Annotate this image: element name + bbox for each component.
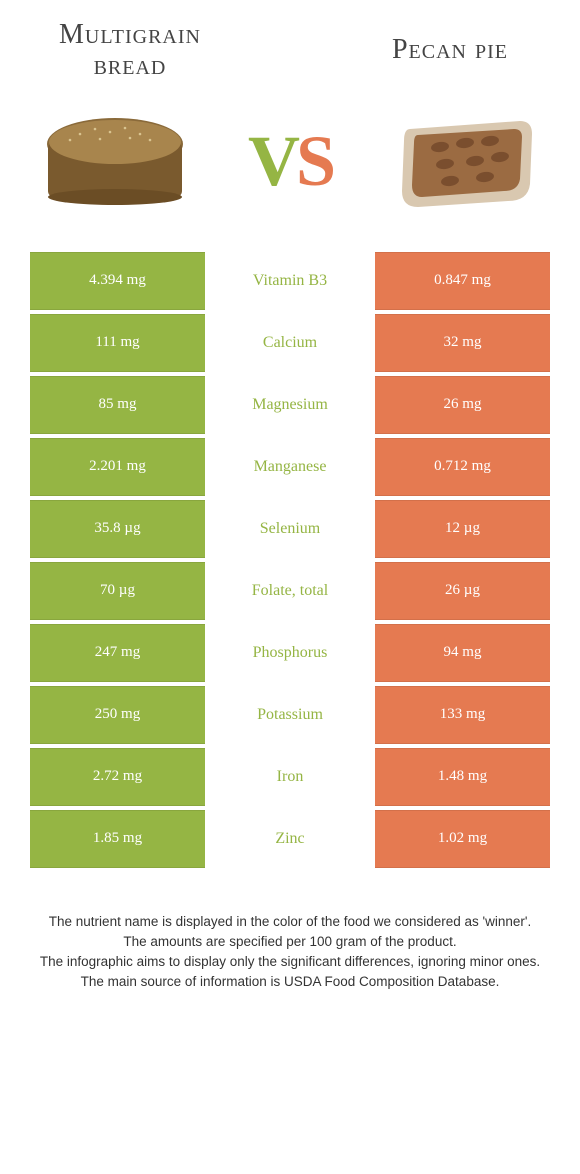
nutrient-name: Folate, total xyxy=(205,562,375,620)
left-value: 2.72 mg xyxy=(30,748,205,806)
right-value: 32 mg xyxy=(375,314,550,372)
table-row: 4.394 mgVitamin B30.847 mg xyxy=(30,252,550,310)
right-value: 12 µg xyxy=(375,500,550,558)
footer-line-1: The nutrient name is displayed in the co… xyxy=(30,912,550,932)
right-food-title: Pecan pie xyxy=(350,35,550,66)
left-value: 35.8 µg xyxy=(30,500,205,558)
left-food-title: Multigrain bread xyxy=(30,20,230,82)
bread-image xyxy=(30,102,200,222)
right-value: 1.02 mg xyxy=(375,810,550,868)
left-value: 111 mg xyxy=(30,314,205,372)
left-value: 247 mg xyxy=(30,624,205,682)
pie-image xyxy=(380,102,550,222)
footer-notes: The nutrient name is displayed in the co… xyxy=(0,872,580,993)
table-row: 111 mgCalcium32 mg xyxy=(30,314,550,372)
nutrient-name: Magnesium xyxy=(205,376,375,434)
vs-label: VS xyxy=(248,120,332,203)
right-value: 0.712 mg xyxy=(375,438,550,496)
right-value: 26 mg xyxy=(375,376,550,434)
left-value: 2.201 mg xyxy=(30,438,205,496)
right-value: 133 mg xyxy=(375,686,550,744)
right-value: 1.48 mg xyxy=(375,748,550,806)
left-value: 250 mg xyxy=(30,686,205,744)
right-value: 0.847 mg xyxy=(375,252,550,310)
left-value: 85 mg xyxy=(30,376,205,434)
footer-line-2: The amounts are specified per 100 gram o… xyxy=(30,932,550,952)
table-row: 2.201 mgManganese0.712 mg xyxy=(30,438,550,496)
table-row: 1.85 mgZinc1.02 mg xyxy=(30,810,550,868)
table-row: 247 mgPhosphorus94 mg xyxy=(30,624,550,682)
right-value: 26 µg xyxy=(375,562,550,620)
left-value: 70 µg xyxy=(30,562,205,620)
header: Multigrain bread Pecan pie xyxy=(0,0,580,92)
left-title-line1: Multigrain xyxy=(30,20,230,51)
nutrient-name: Phosphorus xyxy=(205,624,375,682)
footer-line-4: The main source of information is USDA F… xyxy=(30,972,550,992)
table-row: 35.8 µgSelenium12 µg xyxy=(30,500,550,558)
pecan-pie-icon xyxy=(390,109,540,214)
table-row: 70 µgFolate, total26 µg xyxy=(30,562,550,620)
nutrient-name: Zinc xyxy=(205,810,375,868)
comparison-table: 4.394 mgVitamin B30.847 mg111 mgCalcium3… xyxy=(0,252,580,868)
table-row: 85 mgMagnesium26 mg xyxy=(30,376,550,434)
vs-s: S xyxy=(296,121,332,201)
nutrient-name: Vitamin B3 xyxy=(205,252,375,310)
table-row: 250 mgPotassium133 mg xyxy=(30,686,550,744)
left-value: 1.85 mg xyxy=(30,810,205,868)
table-row: 2.72 mgIron1.48 mg xyxy=(30,748,550,806)
nutrient-name: Manganese xyxy=(205,438,375,496)
footer-line-3: The infographic aims to display only the… xyxy=(30,952,550,972)
bread-icon xyxy=(40,114,190,209)
vs-v: V xyxy=(248,121,296,201)
nutrient-name: Selenium xyxy=(205,500,375,558)
left-title-line2: bread xyxy=(30,51,230,82)
left-value: 4.394 mg xyxy=(30,252,205,310)
nutrient-name: Calcium xyxy=(205,314,375,372)
nutrient-name: Potassium xyxy=(205,686,375,744)
nutrient-name: Iron xyxy=(205,748,375,806)
right-value: 94 mg xyxy=(375,624,550,682)
images-row: VS xyxy=(0,92,580,252)
